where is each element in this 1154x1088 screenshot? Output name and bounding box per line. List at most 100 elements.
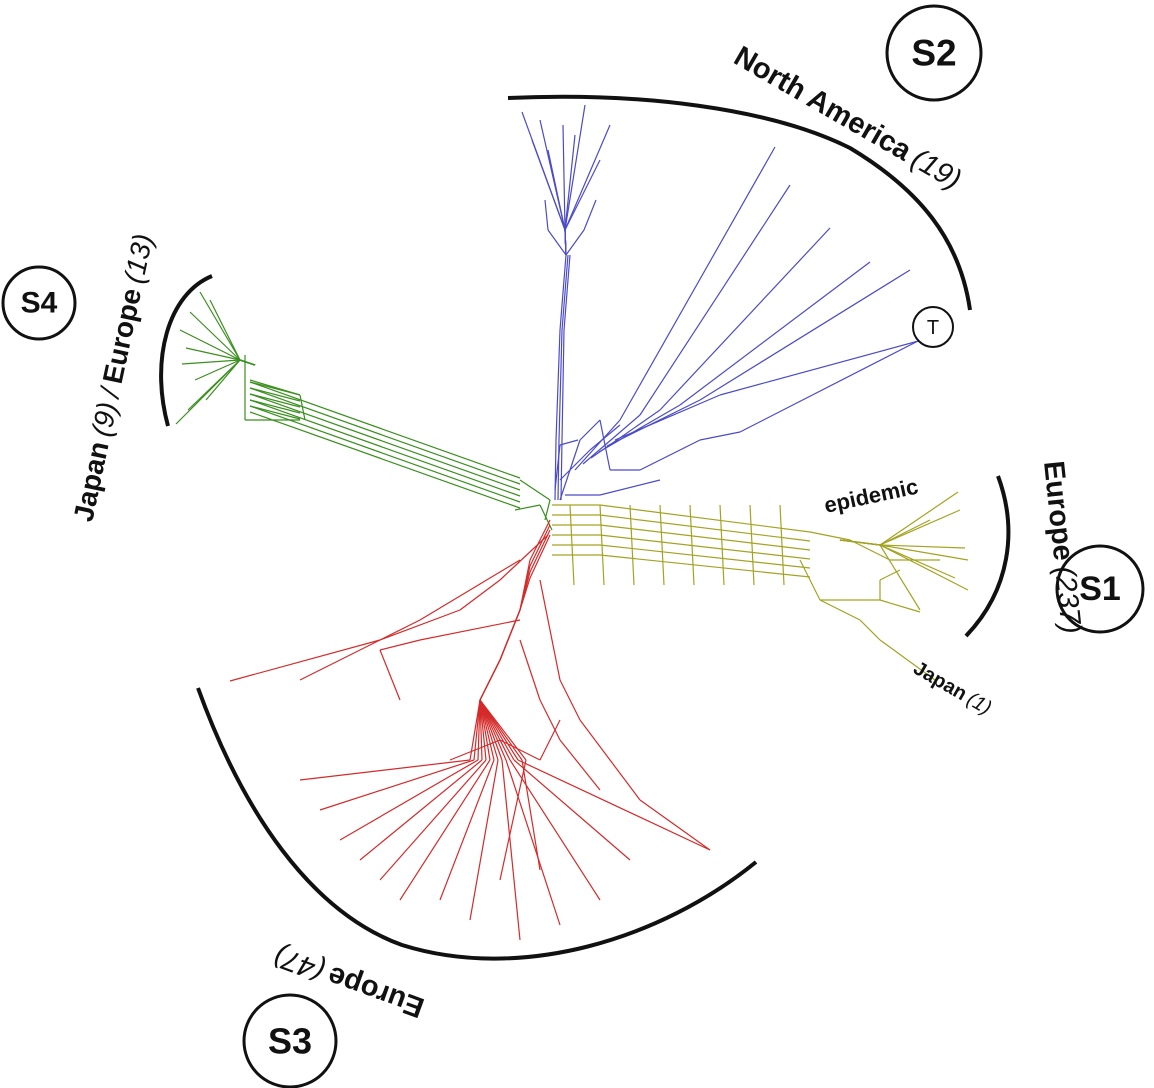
t-marker: T: [912, 306, 954, 348]
network-edge: [519, 479, 551, 501]
network-edge: [499, 609, 521, 661]
network-edge: [879, 509, 961, 546]
network-edge: [579, 419, 601, 441]
network-edge: [249, 405, 521, 503]
network-edge: [299, 619, 421, 681]
network-edge: [299, 759, 471, 781]
network-edge: [399, 759, 491, 901]
network-edge: [779, 504, 785, 586]
network-edge: [459, 579, 501, 611]
network-edge: [599, 419, 611, 471]
network-edge: [539, 719, 561, 761]
network-edge: [749, 504, 755, 586]
network-edge: [879, 519, 931, 546]
network-edge: [209, 299, 241, 361]
network-edge: [547, 149, 566, 231]
network-edge: [879, 544, 966, 549]
network-edge: [879, 544, 921, 611]
network-edge: [194, 359, 241, 381]
network-edge: [879, 544, 969, 561]
network-edge: [639, 184, 791, 416]
network-edge: [469, 559, 521, 591]
network-edge: [589, 424, 621, 451]
network-s2-branches: [521, 104, 923, 501]
network-edge: [379, 609, 461, 641]
network-edge: [879, 569, 901, 581]
network-edge: [561, 329, 565, 441]
network-edge: [249, 405, 301, 420]
network-edge: [185, 347, 241, 361]
network-edge: [659, 504, 665, 586]
network-edge: [564, 229, 567, 256]
network-edge: [513, 759, 631, 861]
s4-bracket: [159, 274, 213, 427]
network-edge: [562, 124, 566, 231]
network-edge: [479, 699, 487, 761]
s4-badge: S4: [1, 265, 77, 341]
network-edge: [574, 419, 621, 471]
s1-badge-label: S1: [1079, 570, 1121, 608]
network-edge: [579, 719, 641, 801]
network-edge: [519, 577, 531, 611]
network-s1-branches: [552, 491, 969, 681]
network-edge: [529, 524, 551, 567]
s1-epidemic-label: epidemic: [822, 474, 920, 518]
network-edge: [659, 227, 831, 411]
network-edge: [249, 381, 521, 479]
network-edge: [249, 399, 301, 414]
network-edge: [699, 431, 741, 441]
s3-bracket: [196, 687, 758, 961]
network-edge: [558, 329, 563, 441]
s1-region-label: Europe(237): [1037, 459, 1087, 635]
network-edge: [559, 679, 581, 721]
network-edge: [477, 699, 481, 761]
network-edge: [879, 544, 969, 591]
network-edge: [469, 759, 499, 921]
network-edge: [699, 269, 911, 401]
network-edge: [559, 449, 591, 481]
network-edge: [501, 759, 521, 941]
network-edge: [598, 404, 681, 453]
network-edge: [249, 411, 521, 509]
network-edge: [249, 393, 521, 491]
s2-bracket: [507, 94, 972, 311]
network-edge: [479, 699, 495, 761]
network-edge: [564, 134, 576, 231]
network-edge: [565, 229, 585, 256]
network-edge: [499, 759, 527, 881]
network-edge: [879, 599, 921, 613]
network-edge: [205, 359, 241, 401]
network-edge: [199, 291, 241, 361]
network-edge: [419, 619, 521, 641]
network-s3-branches: [229, 519, 711, 941]
network-s4-branches: [175, 291, 553, 531]
network-edge: [599, 514, 811, 542]
network-edge: [554, 444, 561, 491]
network-edge: [879, 544, 956, 579]
network-edge: [479, 699, 527, 761]
network-edge: [849, 539, 891, 561]
network-edge: [599, 504, 605, 586]
network-edge: [249, 387, 301, 402]
network-edge: [509, 759, 601, 901]
network-edge: [560, 439, 563, 501]
network-edge: [679, 261, 871, 406]
network-edge: [239, 359, 256, 366]
network-edge: [879, 491, 959, 546]
network-edge: [539, 699, 561, 741]
network-edge: [564, 124, 611, 231]
network-edge: [719, 339, 923, 396]
s2-badge-label: S2: [911, 33, 956, 74]
s4-badge-label: S4: [21, 287, 58, 320]
network-edge: [859, 619, 881, 641]
network-edge: [689, 504, 695, 586]
network-edge: [229, 639, 381, 682]
network-edge: [559, 254, 567, 331]
network-edge: [599, 479, 661, 496]
network-edge: [529, 534, 551, 579]
network-edge: [599, 544, 811, 569]
network-edge: [479, 699, 503, 761]
s3-badge-label: S3: [268, 1021, 312, 1062]
network-edge: [599, 504, 811, 533]
